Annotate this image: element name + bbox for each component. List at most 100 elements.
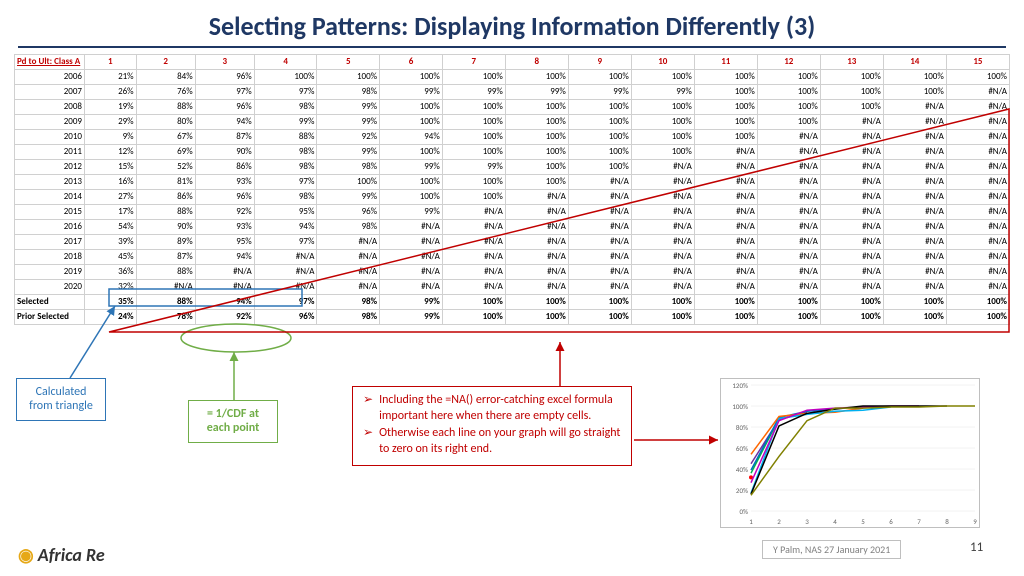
row-year: 2015 xyxy=(15,205,85,220)
cell: 100% xyxy=(946,310,1009,325)
cell: #N/A xyxy=(568,250,631,265)
cell: #N/A xyxy=(505,220,568,235)
cell: 67% xyxy=(136,130,195,145)
cell: 87% xyxy=(136,250,195,265)
cell: 100% xyxy=(442,115,505,130)
cell: #N/A xyxy=(946,220,1009,235)
cell: #N/A xyxy=(694,250,757,265)
cell: 100% xyxy=(631,295,694,310)
cell: 98% xyxy=(317,85,380,100)
cell: #N/A xyxy=(631,235,694,250)
callout-calculated: Calculated from triangle xyxy=(16,378,106,421)
dev-table: Pd to Ult: Class A123456789101112131415 … xyxy=(14,54,1010,325)
cell: #N/A xyxy=(442,220,505,235)
cell: #N/A xyxy=(757,205,820,220)
cell: #N/A xyxy=(694,205,757,220)
cell: #N/A xyxy=(380,265,443,280)
cell: 100% xyxy=(505,160,568,175)
cell: #N/A xyxy=(946,190,1009,205)
summary-row: Selected35%88%94%97%98%99%100%100%100%10… xyxy=(15,295,1010,310)
cell: 100% xyxy=(757,310,820,325)
row-year: 2018 xyxy=(15,250,85,265)
cell: 97% xyxy=(195,85,254,100)
cell: 100% xyxy=(757,70,820,85)
cell: 93% xyxy=(195,175,254,190)
col-header: 1 xyxy=(85,55,137,70)
cell: 99% xyxy=(317,145,380,160)
table-row: 201654%90%93%94%98%#N/A#N/A#N/A#N/A#N/A#… xyxy=(15,220,1010,235)
cell: #N/A xyxy=(946,235,1009,250)
cell: 100% xyxy=(442,310,505,325)
svg-text:60%: 60% xyxy=(736,444,748,453)
cell: 100% xyxy=(505,100,568,115)
cell: 100% xyxy=(694,100,757,115)
cell: 100% xyxy=(820,310,883,325)
cell: #N/A xyxy=(136,280,195,295)
cell: 19% xyxy=(85,100,137,115)
cell: #N/A xyxy=(631,175,694,190)
cell: #N/A xyxy=(568,235,631,250)
cell: 86% xyxy=(195,160,254,175)
cell: 99% xyxy=(254,115,317,130)
cell: 99% xyxy=(380,205,443,220)
cell: 100% xyxy=(694,70,757,85)
cell: 100% xyxy=(946,295,1009,310)
cell: 94% xyxy=(195,115,254,130)
cell: #N/A xyxy=(631,220,694,235)
cell: 95% xyxy=(254,205,317,220)
cell: 88% xyxy=(136,265,195,280)
cell: #N/A xyxy=(946,175,1009,190)
cell: #N/A xyxy=(883,145,946,160)
page-number: 11 xyxy=(970,540,983,555)
cell: 88% xyxy=(254,130,317,145)
svg-text:80%: 80% xyxy=(736,423,748,432)
cell: 80% xyxy=(136,115,195,130)
mini-chart: 120%100%80%60%40%20%0%123456789 xyxy=(720,378,980,528)
callout-red-line1: Including the =NA() error-catching excel… xyxy=(379,393,621,424)
cell: 100% xyxy=(883,295,946,310)
cell: #N/A xyxy=(820,265,883,280)
cell: #N/A xyxy=(820,250,883,265)
cell: 96% xyxy=(195,100,254,115)
cell: 86% xyxy=(136,190,195,205)
cell: 100% xyxy=(317,70,380,85)
cell: #N/A xyxy=(254,280,317,295)
cell: #N/A xyxy=(757,220,820,235)
row-year: 2011 xyxy=(15,145,85,160)
cell: #N/A xyxy=(317,280,380,295)
cell: #N/A xyxy=(694,220,757,235)
cell: 100% xyxy=(757,85,820,100)
svg-text:120%: 120% xyxy=(732,381,748,390)
table-row: 200726%76%97%97%98%99%99%99%99%99%100%10… xyxy=(15,85,1010,100)
cell: 89% xyxy=(136,235,195,250)
cell: #N/A xyxy=(757,250,820,265)
cell: 29% xyxy=(85,115,137,130)
logo: ◉ Africa Re xyxy=(18,544,105,566)
cell: 100% xyxy=(568,115,631,130)
callout-cdf: = 1/CDF at each point xyxy=(188,400,278,443)
cell: 100% xyxy=(631,100,694,115)
cell: 98% xyxy=(317,310,380,325)
cell: #N/A xyxy=(380,250,443,265)
cell: 100% xyxy=(568,70,631,85)
row-year: 2017 xyxy=(15,235,85,250)
cell: 100% xyxy=(254,70,317,85)
cell: #N/A xyxy=(505,205,568,220)
row-year: 2019 xyxy=(15,265,85,280)
cell: 90% xyxy=(195,145,254,160)
cell: 12% xyxy=(85,145,137,160)
cell: 100% xyxy=(442,145,505,160)
cell: 52% xyxy=(136,160,195,175)
cell: 100% xyxy=(505,145,568,160)
cell: #N/A xyxy=(946,265,1009,280)
cell: #N/A xyxy=(380,220,443,235)
cell: 36% xyxy=(85,265,137,280)
cell: 100% xyxy=(883,310,946,325)
cell: 100% xyxy=(568,295,631,310)
cell: 100% xyxy=(694,295,757,310)
summary-label: Selected xyxy=(15,295,85,310)
cell: #N/A xyxy=(757,130,820,145)
cell: #N/A xyxy=(505,280,568,295)
col-header: 3 xyxy=(195,55,254,70)
cell: #N/A xyxy=(883,100,946,115)
